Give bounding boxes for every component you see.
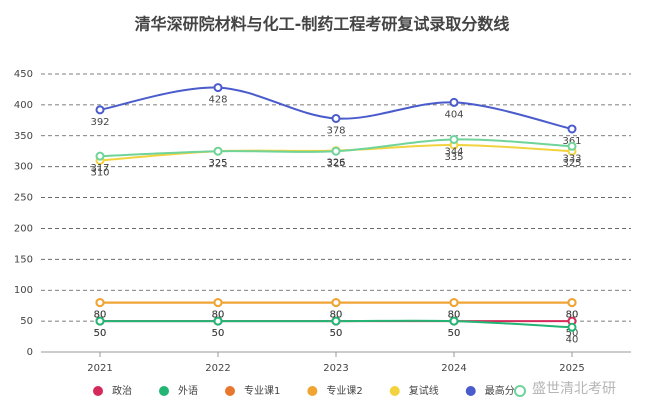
data-point xyxy=(95,298,105,308)
x-tick-label: 2025 xyxy=(559,363,584,374)
data-point xyxy=(95,151,105,161)
data-point xyxy=(449,298,459,308)
data-point xyxy=(331,298,341,308)
data-label: 80 xyxy=(448,310,461,321)
data-label: 50 xyxy=(566,328,579,339)
data-point xyxy=(567,124,577,134)
x-tick-label: 2024 xyxy=(441,363,466,374)
data-label: 50 xyxy=(448,328,461,339)
data-label: 428 xyxy=(208,95,227,106)
data-label: 80 xyxy=(330,310,343,321)
data-label: 325 xyxy=(208,158,227,169)
legend-label: 最高分 xyxy=(485,384,515,397)
y-tick-label: 200 xyxy=(14,223,33,234)
legend-label: 专业课1 xyxy=(244,384,280,397)
legend-label: 外语 xyxy=(178,385,198,397)
data-point xyxy=(449,134,459,144)
data-point xyxy=(95,316,105,326)
x-tick-label: 2021 xyxy=(87,363,112,374)
data-label: 80 xyxy=(566,310,579,321)
y-tick-label: 350 xyxy=(14,131,33,142)
data-point xyxy=(567,298,577,308)
data-label: 80 xyxy=(330,310,343,321)
data-point xyxy=(213,316,223,326)
data-label: 50 xyxy=(330,328,343,339)
x-tick-label: 2022 xyxy=(205,363,230,374)
legend-label: 政治 xyxy=(112,384,132,397)
data-label: 326 xyxy=(326,158,345,169)
data-label: 80 xyxy=(566,310,579,321)
legend-marker xyxy=(225,386,235,396)
data-point xyxy=(95,105,105,115)
watermark: 盛世清北考研 xyxy=(532,381,616,397)
data-point xyxy=(331,316,341,326)
y-tick-label: 250 xyxy=(14,193,33,204)
data-label: 325 xyxy=(326,158,345,169)
data-label: 50 xyxy=(94,328,107,339)
data-label: 80 xyxy=(94,310,107,321)
data-label: 40 xyxy=(566,334,579,345)
data-label: 80 xyxy=(94,310,107,321)
y-tick-label: 150 xyxy=(14,254,33,265)
data-point xyxy=(331,146,341,156)
data-label: 80 xyxy=(212,310,225,321)
data-point xyxy=(567,141,577,151)
y-tick-label: 0 xyxy=(27,347,33,358)
y-tick-label: 100 xyxy=(14,285,33,296)
data-point xyxy=(567,322,577,332)
data-point xyxy=(213,83,223,93)
data-label: 50 xyxy=(330,328,343,339)
data-label: 50 xyxy=(448,328,461,339)
data-label: 310 xyxy=(90,167,109,178)
data-label: 325 xyxy=(208,158,227,169)
data-label: 404 xyxy=(444,109,463,120)
y-tick-label: 50 xyxy=(20,316,33,327)
data-label: 378 xyxy=(326,125,345,136)
data-label: 325 xyxy=(562,158,581,169)
data-label: 80 xyxy=(212,310,225,321)
y-tick-label: 300 xyxy=(14,162,33,173)
data-label: 335 xyxy=(444,152,463,163)
legend-marker xyxy=(93,386,103,396)
x-tick-label: 2023 xyxy=(323,363,348,374)
legend-marker xyxy=(307,386,318,396)
data-point xyxy=(449,316,459,326)
y-tick-label: 400 xyxy=(14,100,33,111)
data-label: 361 xyxy=(562,136,581,147)
data-label: 50 xyxy=(94,328,107,339)
legend-label: 专业课2 xyxy=(326,384,362,397)
data-point xyxy=(331,113,341,123)
legend-marker xyxy=(159,386,169,396)
legend-label: 复试线 xyxy=(409,384,439,397)
chart-title: 清华深研院材料与化工-制药工程考研复试录取分数线 xyxy=(135,15,510,34)
y-tick-label: 450 xyxy=(14,69,33,80)
data-label: 80 xyxy=(448,310,461,321)
data-label: 317 xyxy=(90,163,109,174)
data-point xyxy=(449,97,459,107)
data-label: 50 xyxy=(212,328,225,339)
legend-marker xyxy=(389,386,400,396)
data-label: 344 xyxy=(444,146,463,157)
data-point xyxy=(213,146,223,156)
data-label: 50 xyxy=(212,328,225,339)
data-point xyxy=(213,298,223,308)
data-label: 333 xyxy=(562,153,581,164)
data-label: 392 xyxy=(90,117,109,128)
legend-marker xyxy=(465,386,476,396)
legend-marker xyxy=(514,385,526,397)
